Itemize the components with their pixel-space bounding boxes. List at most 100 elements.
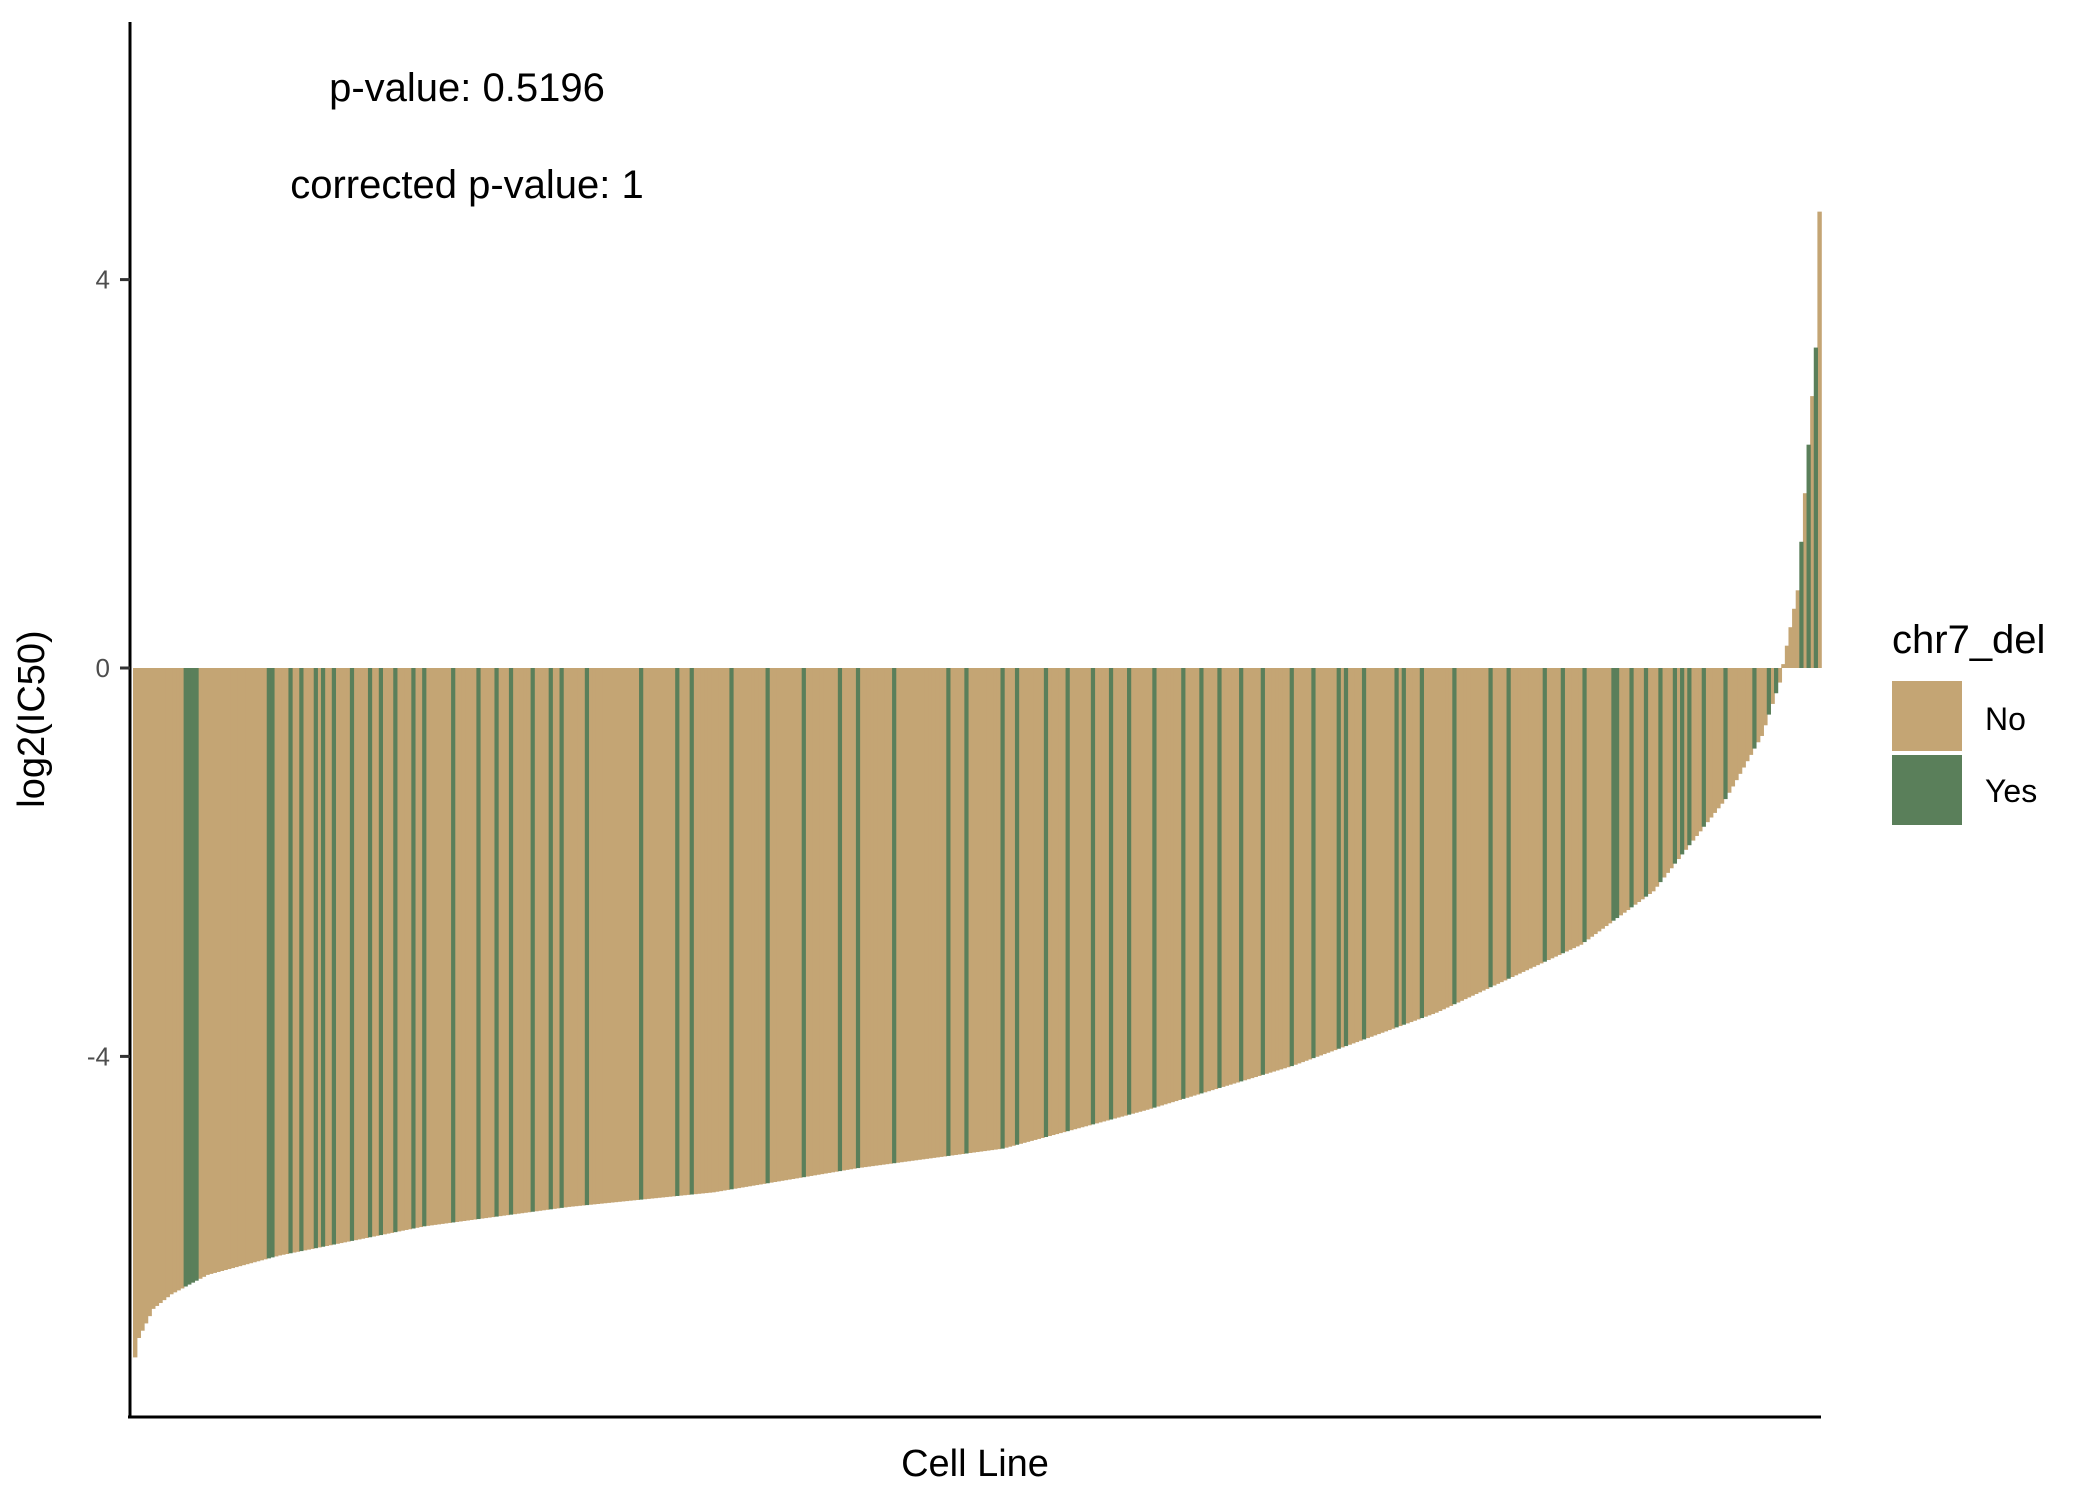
bar-no: [552, 668, 557, 1209]
bar-no: [1351, 668, 1356, 1044]
bar-no: [342, 668, 348, 1243]
bar-no: [761, 668, 767, 1184]
bar-no: [1669, 668, 1674, 869]
bar-no: [1206, 668, 1211, 1092]
bar-no: [573, 668, 579, 1207]
bar-no: [226, 668, 232, 1270]
bar-yes: [1766, 668, 1771, 715]
bar-no: [1510, 668, 1515, 978]
bar-no: [783, 668, 789, 1181]
legend-key-no: [1892, 681, 1962, 751]
bar-no: [458, 668, 463, 1222]
bar-no: [158, 668, 163, 1304]
bar-no: [1633, 668, 1638, 905]
bar-no: [671, 668, 676, 1197]
bar-no: [1499, 668, 1504, 983]
bar-no: [1188, 668, 1193, 1097]
bar-no: [758, 668, 763, 1185]
bar-no: [743, 668, 749, 1187]
bar-no: [306, 668, 311, 1250]
bar-no: [1340, 668, 1345, 1048]
bar-no: [440, 668, 445, 1224]
bar-no: [1423, 668, 1428, 1017]
bar-no: [1604, 668, 1609, 927]
bar-no: [433, 668, 438, 1225]
bar-no: [1325, 668, 1331, 1053]
bar-yes: [476, 668, 481, 1220]
bar-no: [928, 668, 933, 1159]
bar-yes: [892, 668, 897, 1164]
bar-no: [707, 668, 713, 1193]
bar-no: [371, 668, 376, 1237]
bar-no: [1448, 668, 1454, 1006]
bar-no: [581, 668, 586, 1206]
y-tick-label: -4: [87, 1041, 110, 1071]
bar-no: [570, 668, 575, 1207]
bar-yes: [367, 668, 373, 1238]
bar-no: [1665, 668, 1670, 873]
bar-no: [1271, 668, 1276, 1072]
bar-no: [960, 668, 966, 1154]
bar-no: [154, 668, 160, 1306]
bar-no: [172, 668, 178, 1293]
bar-no: [1539, 668, 1544, 964]
bar-no: [1690, 668, 1696, 841]
bar-no: [498, 668, 503, 1217]
bar-yes: [1152, 668, 1157, 1108]
bar-no: [1463, 668, 1468, 1000]
bar-no: [1564, 668, 1569, 952]
bar-no: [1549, 668, 1555, 959]
bar-no: [830, 668, 836, 1173]
bar-yes: [946, 668, 951, 1156]
bar-no: [512, 668, 517, 1215]
bar-no: [1155, 668, 1161, 1107]
bar-no: [805, 668, 810, 1177]
bar-no: [1618, 668, 1623, 916]
bar-no: [1517, 668, 1522, 974]
bar-no: [986, 668, 991, 1151]
bar-no: [436, 668, 442, 1225]
bar-no: [216, 668, 221, 1272]
bar-no: [714, 668, 720, 1192]
bar-no: [360, 668, 366, 1239]
bar-no: [1228, 668, 1233, 1085]
bar-yes: [1419, 668, 1424, 1019]
bar-no: [1173, 668, 1179, 1102]
bar-yes: [1723, 668, 1728, 800]
bar-no: [407, 668, 413, 1230]
bar-yes: [349, 668, 355, 1241]
bar-no: [1596, 668, 1602, 932]
bar-yes: [508, 668, 514, 1215]
bar-no: [841, 668, 846, 1171]
bar-no: [1119, 668, 1125, 1117]
bar-no: [1390, 668, 1396, 1029]
bar-no: [1282, 668, 1287, 1069]
bar-no: [1358, 668, 1363, 1041]
bar-no: [1817, 211, 1822, 668]
bar-yes: [1582, 668, 1587, 943]
bar-no: [700, 668, 705, 1194]
bar-no: [1116, 668, 1121, 1118]
bar-no: [1195, 668, 1201, 1095]
bar-yes: [584, 668, 590, 1206]
bar-no: [1380, 668, 1385, 1033]
bar-no: [1101, 668, 1107, 1122]
bar-no: [1264, 668, 1269, 1074]
bar-no: [133, 668, 138, 1358]
bar-no: [1802, 493, 1808, 668]
bar-no: [429, 668, 434, 1226]
bar-no: [1781, 664, 1786, 668]
bar-yes: [548, 668, 553, 1210]
bar-no: [505, 668, 510, 1216]
bar-no: [1640, 668, 1645, 900]
bar-no: [1398, 668, 1403, 1027]
bar-no: [834, 668, 839, 1172]
bar-no: [859, 668, 864, 1168]
bar-no: [1224, 668, 1230, 1086]
bar-no: [606, 668, 611, 1203]
bar-no: [1495, 668, 1501, 984]
annotation-pvalue: p-value: 0.5196: [329, 66, 605, 110]
bar-no: [382, 668, 387, 1235]
bar-no: [920, 668, 926, 1160]
bar-no: [545, 668, 550, 1210]
